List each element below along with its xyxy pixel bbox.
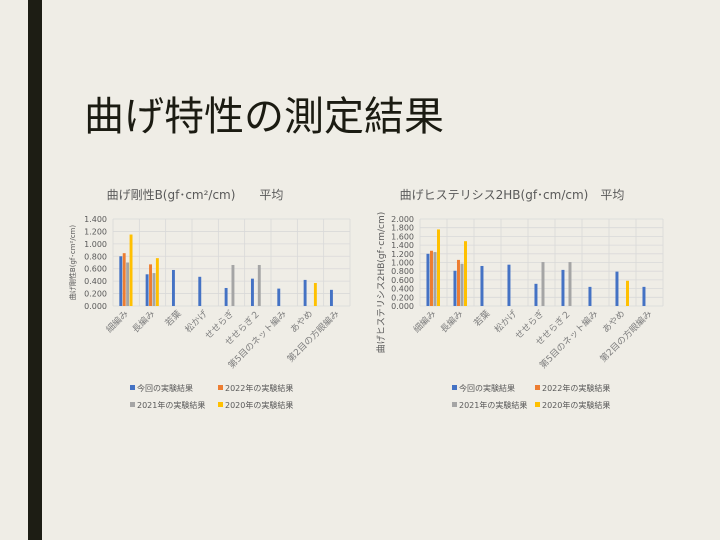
legend-marker — [452, 385, 457, 390]
bar — [541, 262, 545, 306]
bar — [642, 286, 646, 306]
y-axis-label: 曲げ剛性B(gf･cm²/cm) — [68, 225, 77, 300]
accent-bar — [28, 0, 42, 540]
x-tick-label: 細編み — [411, 308, 439, 336]
bar — [507, 264, 511, 306]
legend-marker — [218, 402, 223, 407]
bar — [568, 262, 572, 306]
legend-marker — [218, 385, 223, 390]
y-tick-label: 1.400 — [391, 241, 414, 250]
y-tick-label: 1.200 — [84, 227, 107, 236]
y-tick-label: 0.200 — [391, 293, 414, 302]
y-tick-label: 0.600 — [391, 276, 414, 285]
bar — [426, 253, 430, 306]
bar — [155, 258, 159, 306]
bar — [257, 264, 261, 306]
chart-title: 曲げ剛性B(gf･cm²/cm) 平均 — [107, 188, 284, 202]
bar — [277, 288, 281, 306]
chart-title: 曲げヒステリシス2HB(gf･cm/cm) 平均 — [400, 188, 625, 202]
bar — [480, 265, 484, 306]
legend-label: 2022年の実験結果 — [225, 383, 293, 393]
x-tick-label: 若葉 — [162, 308, 183, 329]
x-tick-label: 細編み — [103, 308, 131, 336]
y-tick-label: 0.000 — [391, 302, 414, 311]
legend-marker — [535, 402, 540, 407]
bar — [122, 253, 126, 306]
slide-title: 曲げ特性の測定結果 — [84, 94, 444, 140]
chart-bending-hysteresis: 曲げヒステリシス2HB(gf･cm/cm) 平均0.0000.2000.4000… — [376, 188, 664, 410]
x-tick-label: あやめ — [600, 308, 627, 335]
bar — [464, 241, 467, 306]
bar — [456, 259, 460, 306]
y-tick-label: 0.400 — [391, 285, 414, 294]
y-tick-label: 1.800 — [391, 224, 414, 233]
y-tick-label: 1.600 — [391, 232, 414, 241]
bar — [329, 289, 333, 306]
y-tick-label: 1.000 — [84, 240, 107, 249]
bar — [171, 269, 175, 306]
x-tick-label: 長編み — [130, 308, 158, 336]
legend-label: 2021年の実験結果 — [459, 400, 527, 410]
x-tick-label: 若葉 — [471, 308, 492, 329]
bar — [615, 271, 619, 306]
bar — [198, 276, 202, 306]
bar — [433, 252, 437, 306]
bar — [453, 270, 457, 306]
bar — [588, 286, 592, 306]
x-tick-label: 長編み — [438, 308, 466, 336]
y-tick-label: 2.000 — [391, 215, 414, 224]
legend-label: 2022年の実験結果 — [542, 383, 610, 393]
bar — [145, 274, 149, 306]
bar — [313, 283, 317, 306]
legend-label: 今回の実験結果 — [459, 383, 515, 393]
bar — [149, 264, 152, 306]
bar — [460, 263, 464, 306]
bar — [437, 229, 440, 306]
legend-marker — [452, 402, 457, 407]
legend-label: 2021年の実験結果 — [137, 400, 205, 410]
bar — [561, 269, 565, 306]
y-tick-label: 0.800 — [391, 267, 414, 276]
y-tick-label: 1.200 — [391, 250, 414, 259]
y-tick-label: 1.400 — [84, 215, 107, 224]
y-tick-label: 1.000 — [391, 259, 414, 268]
bar — [119, 256, 123, 306]
y-axis-label: 曲げヒステリシス2HB(gf･cm/cm) — [376, 212, 387, 354]
bar — [231, 264, 235, 306]
y-tick-label: 0.600 — [84, 265, 107, 274]
bar — [429, 250, 433, 306]
legend-marker — [535, 385, 540, 390]
legend-label: 2020年の実験結果 — [225, 400, 293, 410]
y-tick-label: 0.400 — [84, 277, 107, 286]
y-tick-label: 0.000 — [84, 302, 107, 311]
y-tick-label: 0.200 — [84, 290, 107, 299]
legend-marker — [130, 402, 135, 407]
bar — [126, 262, 130, 306]
legend-label: 今回の実験結果 — [137, 383, 193, 393]
y-tick-label: 0.800 — [84, 252, 107, 261]
bar — [534, 283, 538, 306]
x-tick-label: 松かげ — [492, 308, 520, 336]
chart-bending-rigidity: 曲げ剛性B(gf･cm²/cm) 平均 0.000 0.200 0.400 0.600 0… — [68, 188, 351, 410]
legend-marker — [130, 385, 135, 390]
bar — [129, 234, 133, 306]
bar — [152, 273, 156, 306]
legend-label: 2020年の実験結果 — [542, 400, 610, 410]
bar — [303, 279, 307, 306]
bar — [250, 278, 254, 306]
bar — [224, 287, 228, 306]
bar — [626, 280, 629, 306]
